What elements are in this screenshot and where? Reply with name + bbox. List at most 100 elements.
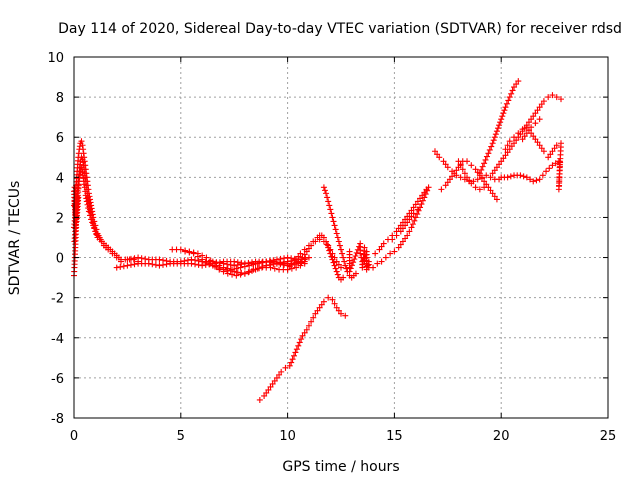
- series-rise-14-16: [370, 184, 432, 271]
- data-point: [288, 260, 295, 267]
- data-point: [423, 186, 430, 193]
- data-point: [91, 225, 98, 232]
- data-point: [485, 150, 492, 157]
- data-point: [224, 261, 231, 268]
- data-point: [446, 176, 453, 183]
- data-point: [466, 177, 473, 184]
- data-point: [127, 261, 134, 268]
- data-point: [246, 262, 253, 269]
- data-point: [292, 349, 299, 356]
- data-point: [335, 238, 342, 245]
- series-rise-14-16-b: [372, 186, 430, 257]
- data-point: [199, 258, 206, 265]
- data-point: [489, 190, 496, 197]
- data-point: [353, 249, 360, 256]
- data-point: [273, 374, 280, 381]
- data-point: [451, 170, 458, 177]
- data-point: [498, 158, 505, 165]
- data-point: [536, 104, 543, 111]
- data-point: [295, 258, 302, 265]
- data-point: [338, 310, 344, 317]
- data-point: [310, 314, 317, 321]
- data-point: [335, 261, 342, 268]
- data-point: [410, 210, 417, 217]
- axis-ticks: 0 5 10 15 20 25 -8 -6 -4 -2 0 2 4 6 8 10: [47, 51, 616, 444]
- data-point: [414, 198, 421, 205]
- data-point: [288, 257, 295, 264]
- x-axis-label: GPS time / hours: [282, 459, 399, 475]
- data-point: [340, 274, 347, 281]
- data-point: [502, 152, 509, 159]
- data-point: [316, 304, 323, 311]
- data-point: [241, 270, 248, 277]
- data-point: [131, 261, 138, 268]
- data-point: [459, 166, 466, 173]
- data-point: [333, 258, 340, 265]
- data-point: [261, 392, 268, 399]
- data-point: [434, 151, 441, 158]
- data-point: [503, 100, 510, 107]
- data-point: [216, 265, 223, 272]
- data-point: [500, 110, 507, 117]
- data-point: [511, 140, 518, 147]
- y-tick-label: -6: [51, 372, 64, 387]
- data-point: [553, 94, 560, 101]
- data-point: [332, 226, 339, 233]
- data-point: [444, 164, 451, 171]
- data-point: [246, 268, 253, 275]
- data-point: [227, 267, 234, 274]
- data-point: [546, 165, 553, 172]
- data-point: [351, 256, 358, 263]
- data-point: [486, 146, 493, 153]
- data-point: [190, 250, 197, 257]
- data-point: [457, 174, 464, 181]
- data-point: [276, 371, 283, 378]
- data-point: [177, 246, 184, 253]
- data-point: [545, 154, 552, 161]
- data-point: [105, 246, 112, 253]
- data-point: [464, 158, 471, 165]
- data-point: [331, 262, 338, 269]
- data-point: [202, 259, 209, 266]
- series-x-branch: [502, 124, 547, 155]
- data-point: [399, 238, 406, 245]
- data-point: [532, 110, 539, 117]
- data-point: [192, 257, 199, 264]
- data-point: [538, 145, 545, 152]
- data-point: [412, 214, 419, 221]
- data-point: [85, 208, 92, 215]
- data-point: [509, 87, 516, 94]
- data-point: [438, 186, 445, 193]
- data-point: [135, 254, 142, 261]
- data-point: [331, 300, 338, 307]
- data-point: [547, 151, 554, 158]
- data-point: [325, 294, 332, 301]
- data-point: [234, 261, 241, 268]
- data-point: [131, 255, 138, 262]
- data-point: [334, 271, 341, 278]
- data-point: [332, 265, 339, 272]
- data-point: [127, 255, 134, 262]
- data-point: [382, 254, 389, 261]
- data-point: [519, 126, 526, 133]
- data-point: [540, 148, 547, 155]
- data-point: [418, 201, 425, 208]
- data-point: [412, 201, 419, 208]
- data-point: [284, 266, 291, 273]
- data-point: [472, 166, 479, 173]
- data-point: [238, 269, 245, 276]
- data-point: [216, 259, 223, 266]
- data-point: [113, 254, 120, 261]
- data-point: [289, 356, 296, 363]
- data-point: [324, 194, 331, 201]
- data-point: [504, 174, 511, 181]
- data-point: [177, 258, 184, 265]
- data-point: [184, 257, 191, 264]
- data-point: [186, 249, 193, 256]
- data-point: [479, 163, 486, 170]
- data-point: [497, 119, 504, 126]
- data-point: [488, 143, 495, 150]
- data-point: [517, 172, 524, 179]
- data-point: [267, 383, 274, 390]
- x-tick-label: 0: [70, 429, 78, 444]
